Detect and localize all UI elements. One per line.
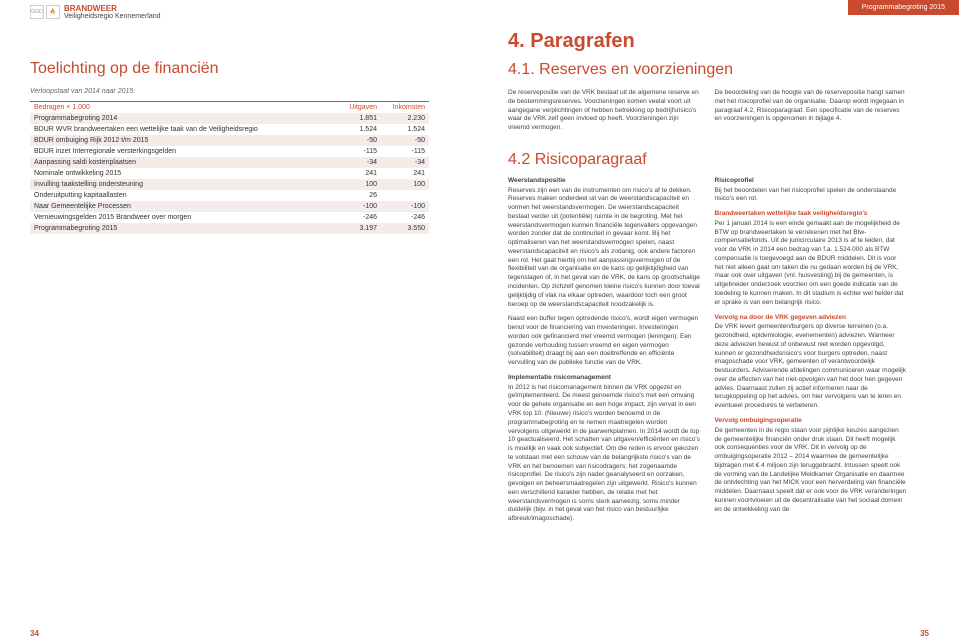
table-header: Bedragen × 1.000 <box>30 102 333 114</box>
table-row: Naar Gemeentelijke Processen-100-100 <box>30 201 429 212</box>
table-cell: 100 <box>381 179 429 190</box>
header-logo: GGD 🔥 BRANDWEER Veiligheidsregio Kenneme… <box>30 4 161 20</box>
table-cell: Programmabegroting 2014 <box>30 113 333 124</box>
text-41-left: De reservepositie van de VRK bestaat uit… <box>508 89 701 133</box>
table-cell: Invulling taakstelling ondersteuning <box>30 179 333 190</box>
table-cell: Vernieuwingsgelden 2015 Brandweer over m… <box>30 212 333 223</box>
page-34: Toelichting op de financiën Verloopstaat… <box>0 60 459 620</box>
table-cell: 1.851 <box>333 113 381 124</box>
section-42-col-left: Weerstandspositie Reserves zijn een van … <box>508 177 701 530</box>
brandweer-icon: 🔥 <box>46 5 60 19</box>
table-cell: BDUR inzet Interregionale versterkingsge… <box>30 146 333 157</box>
ggd-icon: GGD <box>30 5 44 19</box>
table-cell: Onderuitputting kapitaallasten <box>30 190 333 201</box>
table-cell: 1.524 <box>381 124 429 135</box>
impl-p: In 2012 is het risicomanagement binnen d… <box>508 384 701 524</box>
table-cell: Aanpassing saldi kostenplaatsen <box>30 157 333 168</box>
table-cell: -34 <box>381 157 429 168</box>
table-cell: -50 <box>381 135 429 146</box>
table-row: BDUR ombuiging Rijk 2012 t/m 2015-50-50 <box>30 135 429 146</box>
logo-badges: GGD 🔥 <box>30 5 60 19</box>
bw-head: Brandweertaken wettelijke taak veilighei… <box>715 210 908 219</box>
table-row: Aanpassing saldi kostenplaatsen-34-34 <box>30 157 429 168</box>
table-cell: -100 <box>333 201 381 212</box>
page-number-right: 35 <box>920 629 929 638</box>
table-cell: Naar Gemeentelijke Processen <box>30 201 333 212</box>
weerstand-head: Weerstandspositie <box>508 177 701 186</box>
table-row: Onderuitputting kapitaallasten26 <box>30 190 429 201</box>
table-cell: -50 <box>333 135 381 146</box>
table-cell: -115 <box>333 146 381 157</box>
table-cell: Programmabegroting 2015 <box>30 223 333 234</box>
table-cell: 3.197 <box>333 223 381 234</box>
section-41-col-right: De beoordeling van de hoogte van de rese… <box>715 89 908 139</box>
table-cell: -246 <box>333 212 381 223</box>
table-cell: 100 <box>333 179 381 190</box>
table-cell: 3.550 <box>381 223 429 234</box>
risico-p1: Bij het beoordelen van het risicoprofiel… <box>715 187 908 205</box>
logo-primary: BRANDWEER <box>64 4 161 13</box>
ombuig-head: Vervolg ombuigingsoperatie <box>715 417 908 426</box>
table-cell: -115 <box>381 146 429 157</box>
table-cell: 26 <box>333 190 381 201</box>
logo-secondary: Veiligheidsregio Kennemerland <box>64 13 161 20</box>
section-42-title: 4.2 Risicoparagraaf <box>508 151 907 169</box>
table-cell: -246 <box>381 212 429 223</box>
table-cell: -34 <box>333 157 381 168</box>
table-cell: 241 <box>381 168 429 179</box>
section-41-title: 4.1. Reserves en voorzieningen <box>508 61 907 79</box>
table-row: BDUR WVR brandweertaken een wettelijke t… <box>30 124 429 135</box>
table-cell: 1.524 <box>333 124 381 135</box>
weerstand-p1: Reserves zijn een van de instrumenten om… <box>508 187 701 310</box>
page-number-left: 34 <box>30 629 39 638</box>
bw-p: Per 1 januari 2014 is een einde gemaakt … <box>715 220 908 308</box>
table-cell: -100 <box>381 201 429 212</box>
weerstand-p2: Naast een buffer tegen optredende risico… <box>508 315 701 368</box>
table-row: Nominale ontwikkeling 2015241241 <box>30 168 429 179</box>
table-row: Vernieuwingsgelden 2015 Brandweer over m… <box>30 212 429 223</box>
page-35: 4. Paragrafen 4.1. Reserves en voorzieni… <box>478 60 937 620</box>
table-cell: BDUR ombuiging Rijk 2012 t/m 2015 <box>30 135 333 146</box>
page-title: Toelichting op de financiën <box>30 60 429 78</box>
intro-text: Verloopstaat van 2014 naar 2015: <box>30 88 429 95</box>
impl-head: Implementatie risicomanagement <box>508 374 701 383</box>
table-cell: Nominale ontwikkeling 2015 <box>30 168 333 179</box>
chapter-title: 4. Paragrafen <box>508 30 907 53</box>
table-header: Uitgaven <box>333 102 381 114</box>
table-row: Programmabegroting 20141.8512.230 <box>30 113 429 124</box>
advies-p: De VRK levert gemeenten/burgers op diver… <box>715 323 908 411</box>
text-41-right: De beoordeling van de hoogte van de rese… <box>715 89 908 124</box>
table-row: Programmabegroting 20153.1973.550 <box>30 223 429 234</box>
table-row: Invulling taakstelling ondersteuning1001… <box>30 179 429 190</box>
ombuig-p: De gemeenten in de regio staan voor pijn… <box>715 427 908 515</box>
table-cell: 241 <box>333 168 381 179</box>
table-row: BDUR inzet Interregionale versterkingsge… <box>30 146 429 157</box>
advies-head: Vervolg na door de VRK gegeven adviezen <box>715 314 908 323</box>
section-42-col-right: Risicoprofiel Bij het beoordelen van het… <box>715 177 908 530</box>
table-cell: 2.230 <box>381 113 429 124</box>
table-cell: BDUR WVR brandweertaken een wettelijke t… <box>30 124 333 135</box>
table-header: Inkomsten <box>381 102 429 114</box>
finance-table: Bedragen × 1.000UitgavenInkomsten Progra… <box>30 101 429 234</box>
document-title-tab: Programmabegroting 2015 <box>848 0 959 15</box>
risico-head: Risicoprofiel <box>715 177 908 186</box>
table-cell <box>381 190 429 201</box>
section-41-col-left: De reservepositie van de VRK bestaat uit… <box>508 89 701 139</box>
